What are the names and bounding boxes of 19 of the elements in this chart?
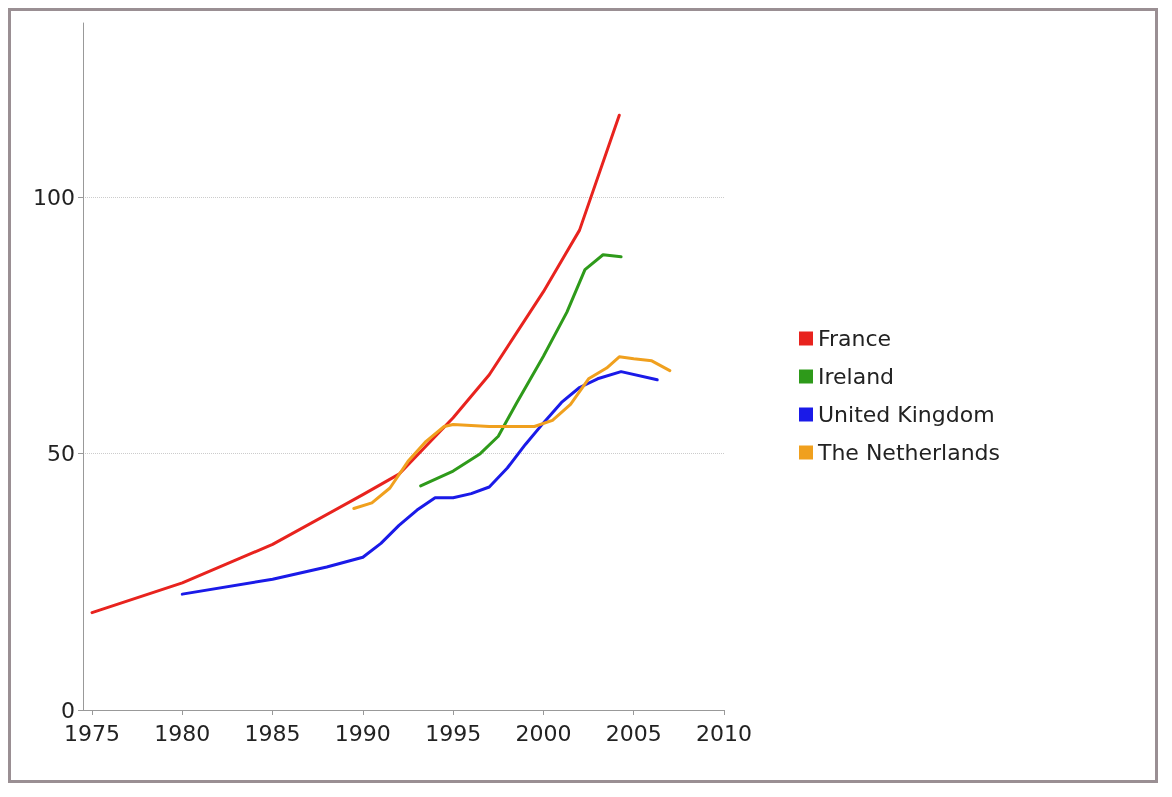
legend-label: The Netherlands (816, 440, 1000, 465)
line-series (90, 113, 621, 615)
legend-label: Ireland (817, 364, 895, 389)
x-tick-label: 1985 (244, 720, 301, 746)
x-tick-label: 1975 (64, 720, 121, 746)
line-series (419, 253, 623, 488)
x-tick-label: 2000 (515, 720, 572, 746)
legend-label: United Kingdom (817, 402, 995, 427)
x-tick-label: 1995 (425, 720, 482, 746)
legend-label: France (817, 326, 892, 351)
x-tick-label: 1980 (154, 720, 211, 746)
x-tick-label: 2010 (696, 720, 752, 746)
line-series (180, 370, 659, 596)
y-tick-label: 0 (61, 697, 75, 723)
line-series (352, 355, 672, 511)
y-tick-label: 50 (47, 441, 75, 467)
x-tick-label: 2005 (605, 720, 662, 746)
y-tick-label: 100 (33, 184, 75, 210)
x-tick-label: 1990 (334, 720, 391, 746)
